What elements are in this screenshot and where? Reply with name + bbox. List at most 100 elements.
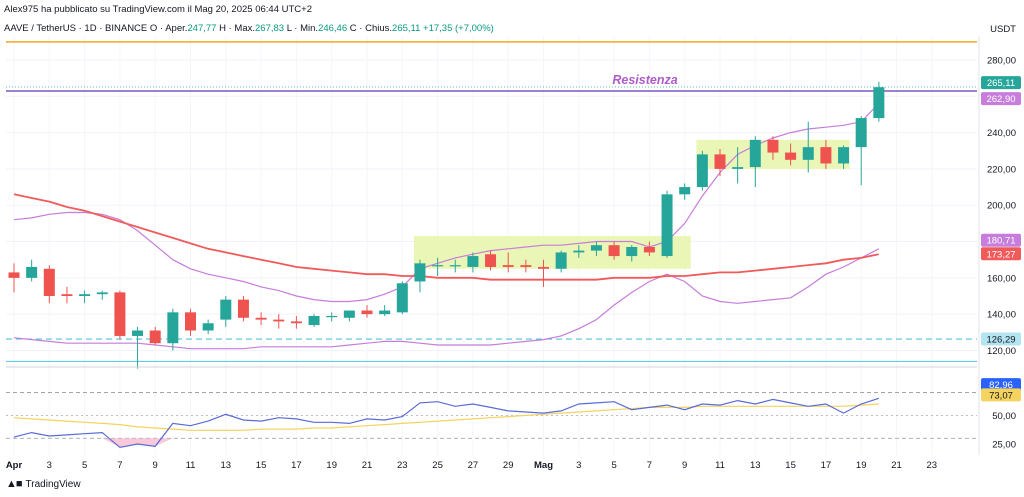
x-tick-label: 7 <box>647 460 652 471</box>
candle-up[interactable] <box>449 265 461 267</box>
candle-up[interactable] <box>26 266 38 278</box>
rsi-ma-line <box>13 403 879 431</box>
x-tick-label: 27 <box>468 460 479 471</box>
x-tick-label: 19 <box>326 460 337 471</box>
open-value: 247,77 <box>187 23 217 34</box>
rsi-ma-tag: 73,07 <box>989 390 1013 401</box>
candle-up[interactable] <box>96 292 108 295</box>
candle-up[interactable] <box>626 246 638 257</box>
candle-up[interactable] <box>802 147 814 160</box>
sma-line <box>13 193 879 281</box>
x-tick-label: 15 <box>785 460 796 471</box>
ohlc-o-indicator: O <box>149 23 158 34</box>
x-tick-label: 5 <box>611 460 616 471</box>
candle-up[interactable] <box>749 139 761 168</box>
candle-up[interactable] <box>326 315 338 318</box>
support-tag: 126,29 <box>986 335 1015 346</box>
candles[interactable] <box>8 81 885 369</box>
candle-down[interactable] <box>520 265 532 267</box>
x-tick-label: 3 <box>47 460 52 471</box>
candle-down[interactable] <box>714 154 726 169</box>
candle-down[interactable] <box>643 246 655 253</box>
candle-up[interactable] <box>467 256 479 267</box>
x-tick-label: 13 <box>221 460 232 471</box>
ohlc-legend: AAVE / TetherUS · 1D · BINANCE O · Aper.… <box>4 23 494 34</box>
bollinger-upper-tag: 262,90 <box>986 94 1015 105</box>
y-tick-label: 120,00 <box>987 346 1016 357</box>
bollinger-upper-line <box>13 103 880 303</box>
candle-up[interactable] <box>661 194 673 257</box>
candle-up[interactable] <box>132 330 144 336</box>
candle-down[interactable] <box>149 330 161 344</box>
candle-up[interactable] <box>590 245 602 251</box>
y-tick-label: 140,00 <box>987 310 1016 321</box>
x-tick-label: 11 <box>186 460 196 471</box>
high-value: 267,83 <box>255 23 285 34</box>
rsi-tick-label: 25,00 <box>992 440 1016 451</box>
candle-up[interactable] <box>396 283 408 313</box>
resistance-annotation: Resistenza <box>612 73 677 87</box>
candle-up[interactable] <box>679 187 691 195</box>
horizontal-lines: Resistenza <box>6 41 977 362</box>
candle-up[interactable] <box>838 147 850 164</box>
open-label: Aper. <box>165 23 188 34</box>
rsi-oversold-fill <box>102 438 120 448</box>
currency-label: USDT <box>990 24 1016 35</box>
candle-up[interactable] <box>343 310 355 318</box>
symbol-label[interactable]: AAVE / TetherUS · 1D · BINANCE <box>4 23 148 34</box>
bollinger-tag-bg <box>981 233 1021 247</box>
candle-up[interactable] <box>696 154 708 188</box>
y-tick-label: 240,00 <box>987 128 1016 139</box>
candle-up[interactable] <box>432 265 444 267</box>
x-tick-label: 5 <box>82 460 87 471</box>
candle-down[interactable] <box>820 147 832 164</box>
candle-up[interactable] <box>167 312 179 344</box>
candle-up[interactable] <box>855 118 867 148</box>
support-tag-bg <box>981 332 1021 346</box>
candle-down[interactable] <box>237 299 249 318</box>
x-tick-label: 17 <box>291 460 302 471</box>
publish-info: Alex975 ha pubblicato su TradingView.com… <box>4 4 312 15</box>
x-tick-label: 21 <box>362 460 373 471</box>
close-letter: C <box>349 23 357 34</box>
sma-tag-bg <box>981 247 1021 261</box>
candle-up[interactable] <box>414 263 426 282</box>
candle-down[interactable] <box>538 266 549 269</box>
candle-down[interactable] <box>61 294 73 297</box>
candle-down[interactable] <box>485 254 497 267</box>
candle-down[interactable] <box>114 292 126 336</box>
candle-down[interactable] <box>608 245 620 257</box>
candle-up[interactable] <box>220 299 232 320</box>
candle-up[interactable] <box>555 252 567 269</box>
candle-up[interactable] <box>573 250 585 253</box>
candle-down[interactable] <box>185 312 196 331</box>
x-tick-label: 17 <box>821 460 832 471</box>
candle-down[interactable] <box>502 265 514 267</box>
candle-up[interactable] <box>308 315 320 326</box>
candle-up[interactable] <box>79 294 91 297</box>
candle-down[interactable] <box>290 321 302 324</box>
candle-up[interactable] <box>202 323 214 331</box>
candle-down[interactable] <box>361 310 373 315</box>
candle-down[interactable] <box>785 152 797 160</box>
x-tick-label: 3 <box>576 460 581 471</box>
rsi-tick-label: 50,00 <box>992 411 1016 422</box>
x-tick-label: 13 <box>750 460 761 471</box>
high-label: Max. <box>234 23 256 34</box>
x-tick-label: 7 <box>117 460 122 471</box>
x-tick-label: 23 <box>397 460 408 471</box>
candle-up[interactable] <box>873 87 885 119</box>
bollinger-upper-tag-bg <box>981 92 1021 106</box>
candle-up[interactable] <box>732 167 744 169</box>
candle-down[interactable] <box>8 272 20 278</box>
rsi-oversold-fill <box>119 438 138 448</box>
rsi-pane <box>6 366 977 449</box>
candle-down[interactable] <box>255 317 267 320</box>
candle-up[interactable] <box>379 310 391 315</box>
candle-down[interactable] <box>273 319 285 322</box>
candle-down[interactable] <box>767 139 779 153</box>
x-tick-label: 9 <box>682 460 687 471</box>
sma-tag: 173,27 <box>986 249 1015 260</box>
candle-down[interactable] <box>43 268 55 297</box>
